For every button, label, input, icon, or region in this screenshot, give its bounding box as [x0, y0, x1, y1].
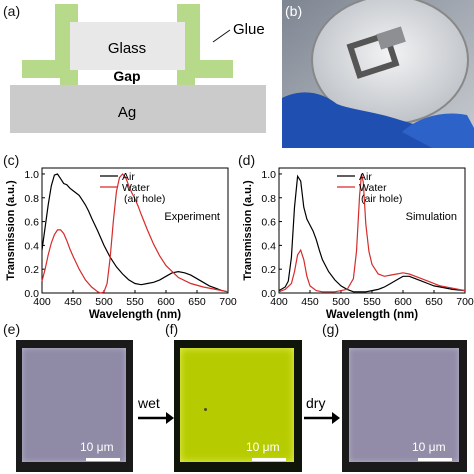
defect-dot	[204, 408, 207, 411]
legend-label-water: Water	[359, 182, 387, 194]
schematic-diagram: Glass Gap Ag Glue	[10, 4, 266, 133]
x-tick-label: 700	[456, 296, 474, 308]
glue-right	[177, 4, 233, 88]
microscope-image-dry-before: 10 μm	[16, 340, 133, 472]
x-tick-label: 550	[363, 296, 381, 308]
x-tick-label: 600	[394, 296, 412, 308]
y-tick-label: 0.2	[24, 264, 39, 276]
panel-label-g: (g)	[322, 321, 340, 337]
microscope-image-wet: 10 μm	[174, 340, 302, 472]
y-tick-label: 0.0	[24, 288, 39, 300]
microscope-image-dry-after: 10 μm	[342, 340, 467, 472]
x-axis-label: Wavelength (nm)	[326, 309, 418, 321]
dry-arrow: dry	[304, 395, 340, 424]
panel-label-b: (b)	[285, 3, 303, 19]
x-tick-label: 600	[157, 296, 175, 308]
glass-label: Glass	[108, 40, 146, 57]
series-line-water	[41, 173, 229, 294]
silver-substrate	[10, 85, 266, 133]
x-axis-label: Wavelength (nm)	[89, 309, 181, 321]
legend-sublabel: (air hole)	[361, 193, 402, 205]
glue-left	[22, 4, 78, 88]
x-tick-label: 650	[188, 296, 206, 308]
panel-label-c: (c)	[3, 152, 20, 168]
glue-label: Glue	[233, 21, 265, 38]
legend-label-air: Air	[122, 171, 135, 183]
y-tick-label: 0.6	[24, 217, 39, 229]
panel-label-f: (f)	[165, 321, 179, 337]
wet-arrow: wet	[137, 395, 174, 424]
x-tick-label: 500	[95, 296, 113, 308]
legend-label-water: Water	[122, 182, 150, 194]
glass-slab	[70, 22, 185, 70]
chart-annotation: Simulation	[406, 211, 457, 223]
sample-square	[346, 31, 400, 79]
y-tick-label: 0.8	[261, 193, 276, 205]
x-tick-label: 550	[126, 296, 144, 308]
scale-bar-label-f: 10 μm	[246, 440, 280, 454]
y-tick-label: 0.4	[24, 240, 39, 252]
wet-label: wet	[137, 395, 160, 411]
sample-patch	[376, 26, 406, 50]
simulation-chart: 400 450 500 550 600 650 700 0.0 0.2 0.4 0.6 0.8 1.0 W…	[242, 167, 474, 321]
x-tick-label: 400	[270, 296, 288, 308]
glue-pointer	[212, 29, 231, 43]
x-tick-label: 650	[425, 296, 443, 308]
scale-bar-f	[252, 458, 286, 461]
panel-label-a: (a)	[3, 3, 21, 19]
legend-label-air: Air	[359, 171, 372, 183]
y-axis-label: Transmission (a.u.)	[5, 180, 17, 281]
x-tick-label: 400	[33, 296, 51, 308]
sample-square-green	[180, 348, 294, 462]
y-tick-label: 0.4	[261, 240, 276, 252]
y-tick-label: 0.6	[261, 217, 276, 229]
y-tick-label: 0.8	[24, 193, 39, 205]
series-line-water	[278, 173, 466, 293]
panel-label-e: (e)	[3, 321, 21, 337]
y-tick-label: 1.0	[24, 169, 39, 181]
scale-bar-label-g: 10 μm	[412, 440, 446, 454]
legend-sublabel: (air hole)	[124, 193, 165, 205]
petri-dish-photo	[282, 0, 474, 148]
y-axis-label: Transmission (a.u.)	[242, 180, 254, 281]
x-tick-label: 500	[332, 296, 350, 308]
chart-annotation: Experiment	[164, 211, 220, 223]
x-tick-label: 700	[219, 296, 237, 308]
experiment-chart: 400 450 500 550 600 650 700 0.0 0.2 0.4 0.6 0.8 1.0 W…	[5, 167, 237, 321]
glove-finger	[402, 113, 474, 148]
gap-label: Gap	[113, 68, 140, 84]
ag-label: Ag	[118, 104, 136, 121]
scale-bar-e	[86, 458, 120, 461]
scale-bar-label-e: 10 μm	[80, 440, 114, 454]
y-tick-label: 0.0	[261, 288, 276, 300]
y-tick-label: 1.0	[261, 169, 276, 181]
x-tick-label: 450	[301, 296, 319, 308]
dry-label: dry	[306, 395, 325, 411]
y-tick-label: 0.2	[261, 264, 276, 276]
x-tick-label: 450	[64, 296, 82, 308]
sample-square-purple	[22, 348, 126, 462]
panel-label-d: (d)	[238, 152, 256, 168]
sample-square-purple-after	[349, 348, 459, 462]
scale-bar-g	[418, 458, 452, 461]
